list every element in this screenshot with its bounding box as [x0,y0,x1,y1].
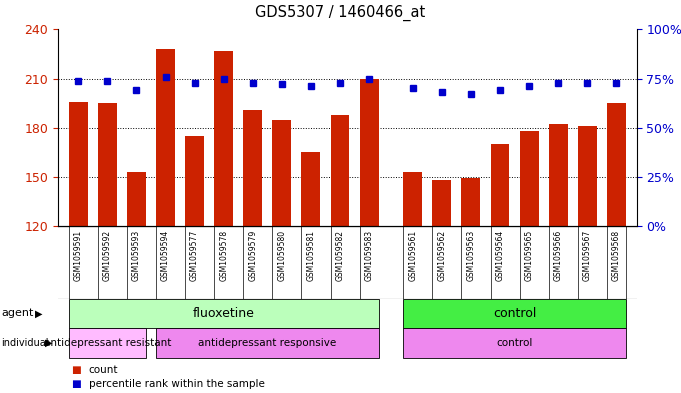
Bar [520,131,539,226]
Bar [185,136,204,226]
Text: ■: ■ [72,379,81,389]
Text: GSM1059579: GSM1059579 [249,230,257,281]
Text: agent: agent [1,309,34,318]
Text: GSM1059562: GSM1059562 [437,230,446,281]
Text: GSM1059567: GSM1059567 [583,230,592,281]
Bar [360,79,379,226]
Bar [156,49,175,226]
Bar [578,126,597,226]
Text: GSM1059564: GSM1059564 [496,230,505,281]
Text: percentile rank within the sample: percentile rank within the sample [89,379,264,389]
Bar [98,103,116,226]
Bar [243,110,262,226]
Bar [490,144,509,226]
Text: control: control [493,307,536,320]
Bar [462,178,480,226]
Bar [215,51,233,226]
Bar [127,172,146,226]
Text: antidepressant responsive: antidepressant responsive [198,338,336,348]
Text: GSM1059591: GSM1059591 [74,230,83,281]
Text: GSM1059578: GSM1059578 [219,230,228,281]
Text: GSM1059581: GSM1059581 [306,230,315,281]
Bar [302,152,320,226]
Bar [330,115,349,226]
Text: GSM1059563: GSM1059563 [466,230,475,281]
Text: GSM1059592: GSM1059592 [103,230,112,281]
Text: GDS5307 / 1460466_at: GDS5307 / 1460466_at [255,5,426,21]
Text: antidepressant resistant: antidepressant resistant [44,338,171,348]
Bar [607,103,626,226]
Text: GSM1059568: GSM1059568 [612,230,621,281]
Text: GSM1059582: GSM1059582 [336,230,345,281]
Bar [272,119,291,226]
Bar [403,172,422,226]
Text: ■: ■ [72,365,81,375]
Text: fluoxetine: fluoxetine [193,307,255,320]
Text: GSM1059577: GSM1059577 [190,230,199,281]
Text: GSM1059594: GSM1059594 [161,230,170,281]
Text: ▶: ▶ [35,309,43,318]
Bar [549,125,568,226]
Bar [432,180,452,226]
Text: individual: individual [1,338,49,348]
Text: GSM1059580: GSM1059580 [277,230,287,281]
Text: GSM1059561: GSM1059561 [408,230,417,281]
Text: GSM1059565: GSM1059565 [524,230,534,281]
Text: GSM1059566: GSM1059566 [554,230,563,281]
Bar [69,101,88,226]
Text: GSM1059583: GSM1059583 [364,230,374,281]
Text: control: control [496,338,533,348]
Text: count: count [89,365,118,375]
Text: GSM1059593: GSM1059593 [132,230,141,281]
Text: ▶: ▶ [45,338,52,348]
